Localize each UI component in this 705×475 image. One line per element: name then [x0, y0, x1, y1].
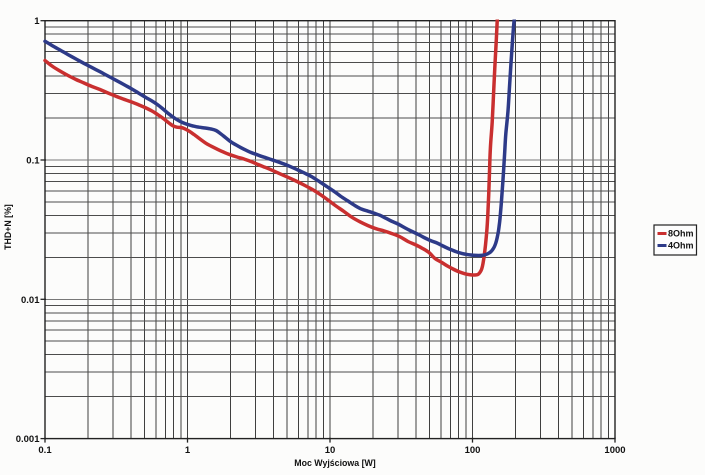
svg-text:10: 10 — [325, 445, 336, 456]
svg-text:THD+N [%]: THD+N [%] — [3, 204, 13, 250]
svg-text:0.01: 0.01 — [21, 295, 40, 306]
svg-text:0.1: 0.1 — [26, 156, 40, 167]
svg-text:1: 1 — [185, 445, 191, 456]
svg-text:4Ohm: 4Ohm — [668, 241, 694, 251]
svg-text:1: 1 — [34, 16, 40, 27]
svg-text:8Ohm: 8Ohm — [668, 229, 694, 239]
svg-text:0.001: 0.001 — [16, 434, 40, 445]
svg-text:0.1: 0.1 — [38, 445, 52, 456]
svg-text:1000: 1000 — [604, 445, 625, 456]
svg-text:Moc Wyjściowa [W]: Moc Wyjściowa [W] — [294, 458, 376, 468]
svg-text:100: 100 — [465, 445, 481, 456]
